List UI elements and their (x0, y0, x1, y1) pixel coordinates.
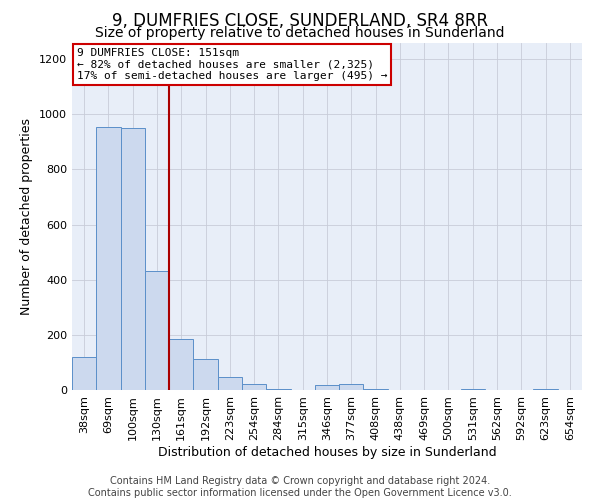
Bar (72, 357, 96, 390)
Bar (364, 388, 388, 390)
Text: 9, DUMFRIES CLOSE, SUNDERLAND, SR4 8RR: 9, DUMFRIES CLOSE, SUNDERLAND, SR4 8RR (112, 12, 488, 30)
Text: Size of property relative to detached houses in Sunderland: Size of property relative to detached ho… (95, 26, 505, 40)
Bar (339, 384, 364, 390)
Bar (266, 388, 290, 390)
Bar (121, 128, 145, 390)
Bar (193, 359, 218, 390)
Bar (218, 377, 242, 390)
Text: 9 DUMFRIES CLOSE: 151sqm
← 82% of detached houses are smaller (2,325)
17% of sem: 9 DUMFRIES CLOSE: 151sqm ← 82% of detach… (77, 48, 388, 81)
X-axis label: Distribution of detached houses by size in Sunderland: Distribution of detached houses by size … (158, 446, 496, 458)
Bar (242, 384, 266, 390)
Bar (315, 385, 339, 390)
Bar (169, 339, 193, 390)
Bar (533, 388, 558, 390)
Bar (145, 272, 169, 390)
Text: Contains HM Land Registry data © Crown copyright and database right 2024.
Contai: Contains HM Land Registry data © Crown c… (88, 476, 512, 498)
Y-axis label: Number of detached properties: Number of detached properties (20, 118, 34, 315)
Bar (96, 126, 121, 390)
Bar (461, 388, 485, 390)
